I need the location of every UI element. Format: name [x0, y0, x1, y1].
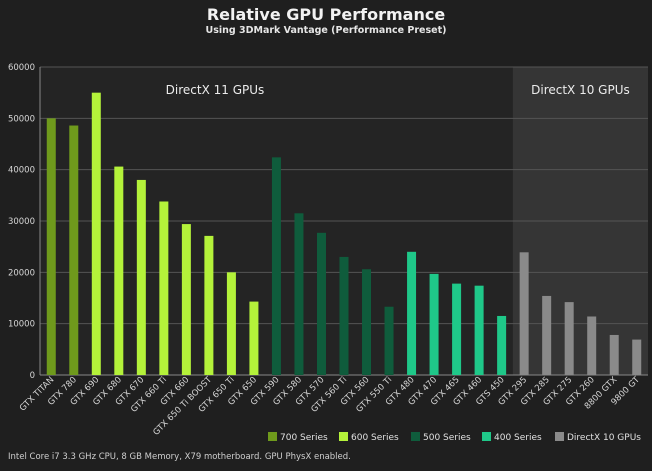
bar [587, 316, 597, 375]
legend-swatch [339, 432, 348, 441]
bar [316, 232, 326, 375]
x-tick-label: GTX TITAN [18, 375, 56, 413]
bar [339, 256, 349, 375]
bar [159, 201, 169, 375]
y-tick-label: 0 [30, 371, 35, 381]
bar [69, 125, 79, 376]
bar [114, 166, 124, 375]
bar [407, 251, 417, 375]
y-tick-label: 20000 [8, 268, 35, 278]
bar [249, 301, 259, 375]
y-tick-label: 40000 [8, 166, 35, 176]
bar [136, 179, 146, 375]
legend-swatch [411, 432, 420, 441]
y-tick-label: 50000 [8, 114, 35, 124]
bar [362, 269, 372, 375]
bar [497, 315, 507, 375]
legend-entry: 400 Series [494, 433, 542, 443]
bar [384, 306, 394, 375]
bar [429, 273, 439, 375]
footer-note: Intel Core i7 3.3 GHz CPU, 8 GB Memory, … [8, 452, 351, 462]
legend-entry: 600 Series [351, 433, 399, 443]
legend-entry: 700 Series [280, 433, 328, 443]
bar [204, 235, 214, 375]
legend-swatch [482, 432, 491, 441]
y-tick-label: 60000 [8, 63, 35, 73]
region-label: DirectX 10 GPUs [531, 83, 630, 97]
bar [452, 283, 462, 375]
legend-entry: 500 Series [423, 433, 471, 443]
y-tick-label: 30000 [8, 217, 35, 227]
bar [474, 285, 484, 375]
bar [632, 339, 642, 375]
legend-entry: DirectX 10 GPUs [567, 433, 641, 443]
legend-swatch [268, 432, 277, 441]
bar [294, 213, 304, 375]
bar [91, 92, 101, 376]
chart-title: Relative GPU Performance [206, 5, 446, 24]
legend-swatch [555, 432, 564, 441]
bar [519, 252, 529, 375]
region-label: DirectX 11 GPUs [166, 83, 265, 97]
bar [564, 302, 574, 375]
bar [609, 334, 619, 375]
bar [181, 224, 191, 375]
y-tick-label: 10000 [8, 320, 35, 330]
bar [271, 157, 281, 375]
bar [46, 118, 56, 375]
bar [226, 272, 236, 375]
chart-subtitle: Using 3DMark Vantage (Performance Preset… [205, 25, 447, 36]
bar [542, 295, 552, 375]
